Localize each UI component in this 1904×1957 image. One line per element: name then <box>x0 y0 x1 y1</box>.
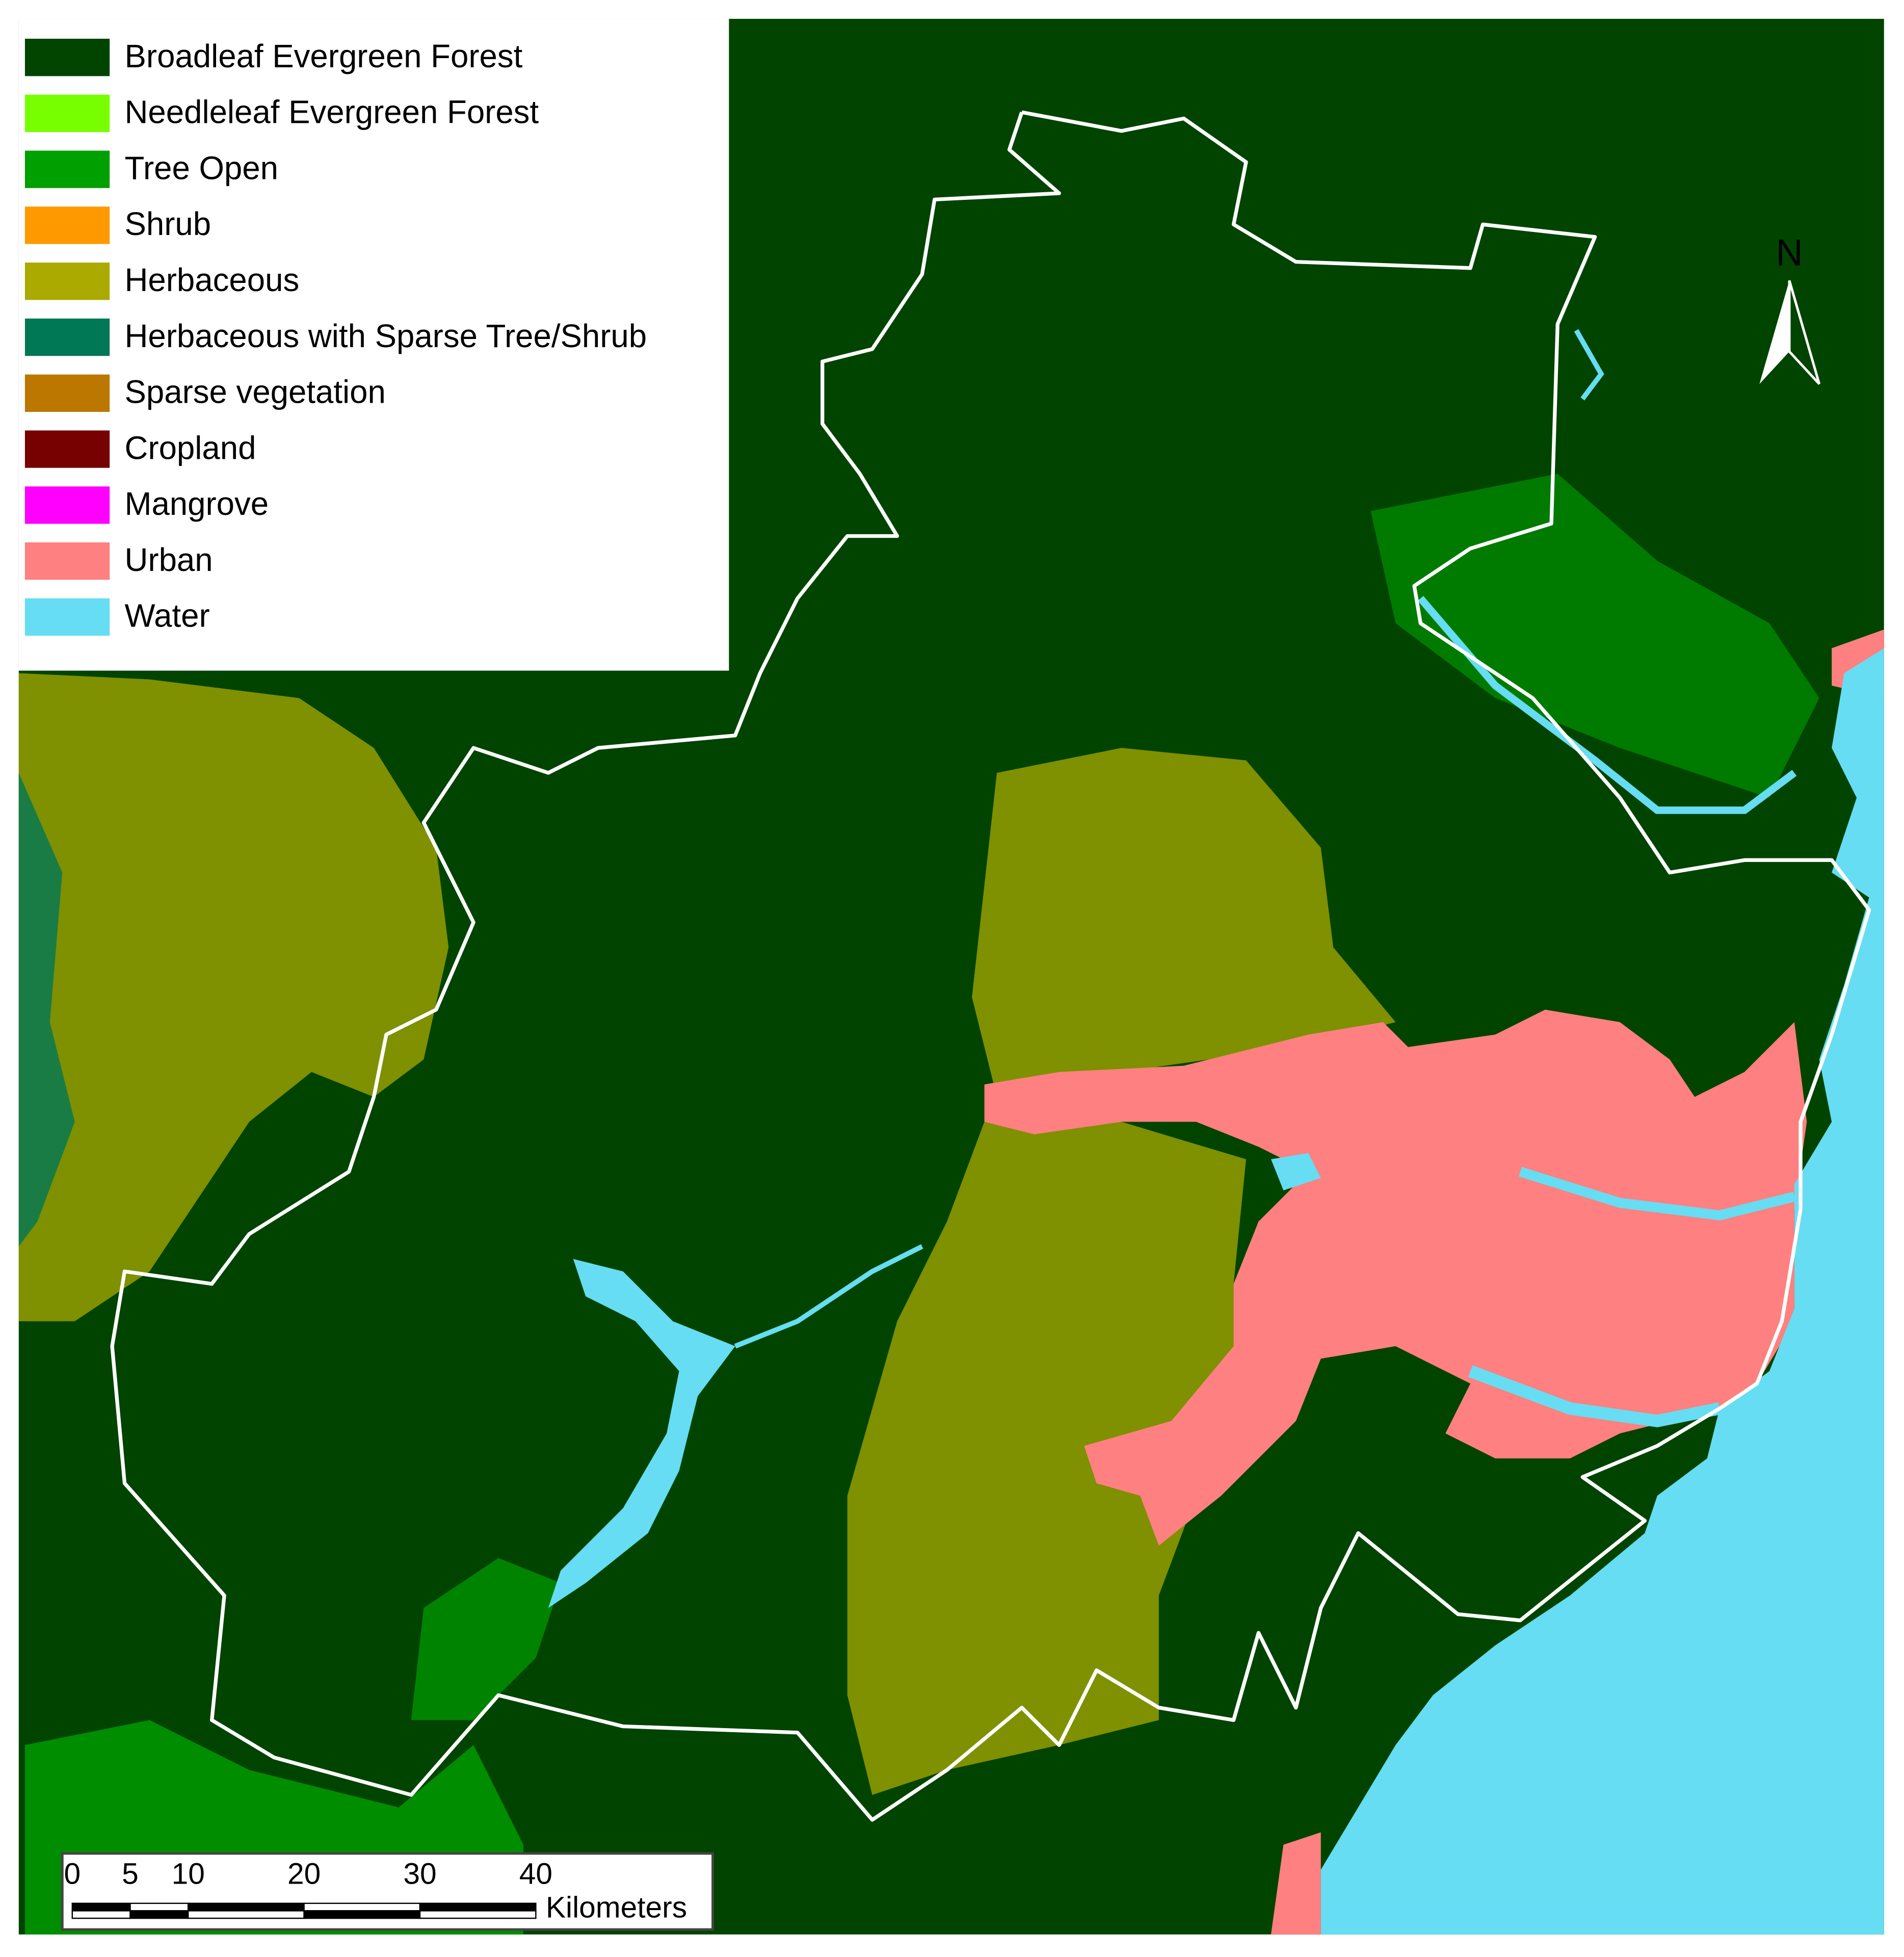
scale-tick-label: 40 <box>519 1857 552 1890</box>
legend-swatch <box>24 318 110 356</box>
legend-label: Tree Open <box>125 150 279 186</box>
legend-swatch <box>24 542 110 580</box>
legend-swatch <box>24 94 110 133</box>
scale-segment <box>71 1910 131 1919</box>
lake <box>1271 1153 1321 1191</box>
map-area <box>18 18 1884 1935</box>
legend-swatch <box>24 486 110 524</box>
legend-label: Urban <box>125 542 213 578</box>
bay <box>1468 1365 1721 1427</box>
reservoir <box>548 1259 735 1608</box>
legend-label: Broadleaf Evergreen Forest <box>125 38 523 74</box>
scale-tick-label: 10 <box>172 1857 205 1890</box>
legend-label: Cropland <box>125 430 256 466</box>
herbaceous-area <box>847 1121 1247 1795</box>
scale-tick-label: 0 <box>64 1857 81 1890</box>
legend: Broadleaf Evergreen Forest Needleleaf Eve… <box>24 38 647 636</box>
legend-label: Herbaceous <box>125 262 300 298</box>
legend-label: Mangrove <box>125 486 269 522</box>
scale-bar: 0 5 10 20 30 40 <box>64 1857 552 1919</box>
arrow-right <box>1788 280 1821 385</box>
scale-segment <box>187 1902 305 1912</box>
river <box>1574 329 1604 401</box>
scale-segment <box>303 1902 421 1912</box>
urban-area <box>1271 1832 1321 1935</box>
legend-label: Shrub <box>125 206 211 242</box>
herbaceous-area <box>972 748 1396 1097</box>
scale-segment <box>129 1910 189 1919</box>
legend-label: Water <box>125 598 210 634</box>
tree-open-area <box>411 1558 561 1720</box>
legend-swatch <box>24 598 110 636</box>
arrow-left <box>1759 280 1790 384</box>
scale-segment <box>303 1910 421 1919</box>
legend-swatch <box>24 150 110 188</box>
scale-segment <box>419 1910 537 1919</box>
legend-swatch <box>24 374 110 412</box>
scale-segment <box>187 1910 305 1919</box>
scale-segment <box>71 1902 131 1912</box>
legend-swatch <box>24 263 110 300</box>
north-arrow: N <box>1759 232 1821 385</box>
sea <box>1320 648 1884 1935</box>
scale-unit: Kilometers <box>546 1891 687 1924</box>
tree-open-area <box>1370 474 1819 798</box>
scale-tick-label: 30 <box>403 1857 436 1890</box>
boundary <box>110 110 1871 1822</box>
legend-swatch <box>24 430 110 468</box>
scale-segment <box>419 1902 537 1912</box>
harbour <box>1519 1167 1796 1220</box>
legend-box <box>18 18 729 671</box>
north-label: N <box>1776 232 1803 274</box>
legend-label: Needleleaf Evergreen Forest <box>125 94 539 131</box>
river <box>1417 595 1797 814</box>
legend-swatch <box>24 206 110 244</box>
herbaceous-area <box>18 673 449 1321</box>
legend-swatch <box>24 38 110 76</box>
sparse-tree-area <box>18 773 75 1247</box>
scale-segment <box>129 1902 189 1912</box>
scale-tick-label: 5 <box>122 1857 139 1890</box>
legend-label: Herbaceous with Sparse Tree/Shrub <box>125 318 647 354</box>
scale-tick-label: 20 <box>287 1857 321 1890</box>
river <box>734 1244 923 1349</box>
legend-label: Sparse vegetation <box>125 374 386 410</box>
